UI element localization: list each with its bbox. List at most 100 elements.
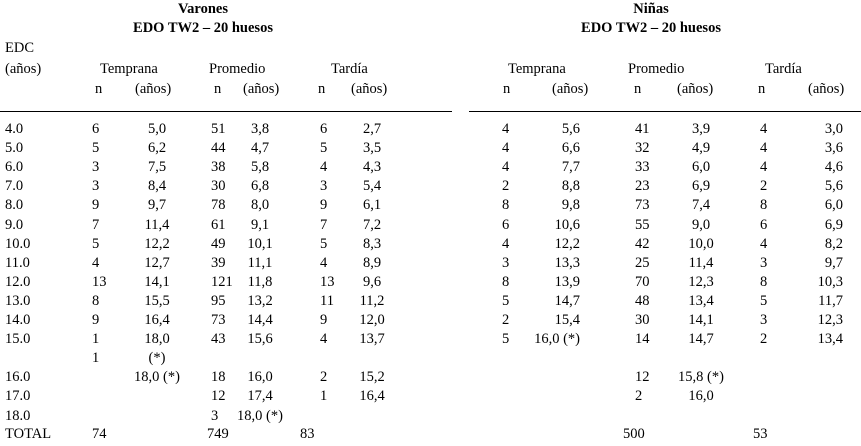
left-cell-edc: 12.0 (5, 273, 31, 290)
right-cell-n1: 2 (502, 312, 510, 328)
left-cell-y1: 11,4 (144, 216, 170, 233)
left-cell-y2: 5,8 (250, 159, 270, 176)
left-cell-n3: 4 (320, 159, 328, 176)
left-cell-y3: 5,4 (362, 178, 382, 195)
right-cell-y2: 14,1 (688, 312, 714, 328)
left-cell-n1: 1 (92, 331, 100, 348)
left-cell-n1: 13 (92, 273, 107, 290)
right-cell-y3: 3,0 (824, 121, 843, 137)
left-total-n1: 74 (92, 426, 107, 442)
left-cell-edc: 16.0 (5, 369, 31, 386)
right-header-rule (469, 111, 861, 112)
right-cell-y3: 6,0 (824, 197, 843, 214)
right-cell-n1: 8 (502, 197, 510, 214)
right-sub-years1: (años) (552, 81, 589, 97)
right-cell-y1: 15,4 (554, 312, 580, 328)
right-cell-y1: 6,6 (561, 140, 580, 157)
right-sub-n1: n (503, 81, 511, 97)
right-cell-y2: 10,0 (688, 235, 714, 252)
right-cell-n1: 3 (502, 254, 510, 271)
left-cell-y2: 13,2 (247, 292, 273, 309)
left-cell-n3: 6 (320, 121, 328, 137)
left-cell-y2: 11,1 (247, 254, 273, 271)
right-cell-y1: 7,7 (561, 159, 580, 176)
left-cell-y1: 5,0 (147, 121, 167, 137)
right-group-temprana: Temprana (508, 61, 566, 77)
left-cell-n2: 49 (211, 235, 226, 252)
right-cell-n2: 48 (635, 292, 650, 309)
left-cell-y1: 16,4 (144, 312, 170, 328)
right-cell-n3: 3 (760, 312, 768, 328)
right-cell-n3: 4 (760, 235, 768, 252)
left-cell-n3: 4 (320, 331, 328, 348)
left-cell-y1: 18,0 (144, 331, 170, 348)
right-cell-n2: 42 (635, 235, 650, 252)
left-cell-y2: 18,0 (*) (237, 407, 283, 424)
right-cell-n2: 14 (635, 331, 650, 348)
right-total-n2: 500 (623, 426, 645, 442)
right-cell-n2: 30 (635, 312, 650, 328)
left-cell-edc: 10.0 (5, 235, 31, 252)
left-sub-n2: n (214, 81, 222, 97)
left-cell-edc: 7.0 (5, 178, 24, 195)
left-total-n3: 83 (300, 426, 315, 442)
left-cell-n2: 44 (211, 140, 226, 157)
left-cell-y1: 12,2 (144, 235, 170, 252)
left-cell-y3: 4,3 (362, 159, 382, 176)
right-cell-y2: 15,8 (*) (678, 369, 724, 386)
right-subtitle: EDO TW2 – 20 huesos (581, 20, 721, 36)
right-cell-n3: 4 (760, 121, 768, 137)
left-cell-n3: 7 (320, 216, 328, 233)
left-cell-n1: 3 (92, 159, 100, 176)
right-cell-n3: 5 (760, 292, 768, 309)
right-sub-n3: n (758, 81, 766, 97)
left-sub-n1: n (95, 81, 103, 97)
left-cell-y1: 15,5 (144, 292, 170, 309)
right-cell-y2: 16,0 (688, 388, 714, 405)
right-cell-y3: 9,7 (824, 254, 843, 271)
left-subtitle: EDO TW2 – 20 huesos (133, 20, 273, 36)
right-cell-n3: 8 (760, 197, 768, 214)
right-cell-y2: 12,3 (688, 273, 714, 290)
left-cell-y2: 15,6 (247, 331, 273, 348)
left-cell-n2: 43 (211, 331, 226, 348)
left-cell-y3: 12,0 (359, 312, 385, 328)
left-cell-y2: 8,0 (250, 197, 270, 214)
left-cell-y2: 11,8 (247, 273, 273, 290)
right-cell-n3: 8 (760, 273, 768, 290)
left-cell-n1: 9 (92, 197, 100, 214)
left-cell-n3: 3 (320, 178, 328, 195)
left-cell-edc: 11.0 (5, 254, 30, 271)
right-cell-n3: 4 (760, 159, 768, 176)
left-cell-n2: 51 (211, 121, 226, 137)
left-cell-y1: 6,2 (147, 140, 167, 157)
right-cell-y1: 8,8 (561, 178, 580, 195)
left-cell-y2: 3,8 (250, 121, 270, 137)
left-cell-y3: 8,3 (362, 235, 382, 252)
right-cell-n1: 4 (502, 235, 510, 252)
left-cell-y3: 2,7 (362, 121, 382, 137)
right-cell-y3: 12,3 (817, 312, 843, 328)
right-cell-y3: 6,9 (824, 216, 843, 233)
left-cell-n3: 11 (320, 292, 334, 309)
left-cell-n1: 5 (92, 235, 100, 252)
left-header-rule (0, 111, 452, 112)
right-cell-n2: 73 (635, 197, 650, 214)
left-cell-n1: 3 (92, 178, 100, 195)
right-cell-y1: 16,0 (*) (534, 331, 580, 348)
left-cell-n1: 1 (92, 350, 100, 367)
right-cell-n1: 5 (502, 292, 510, 309)
left-cell-n3: 5 (320, 140, 328, 157)
right-cell-n2: 2 (635, 388, 643, 405)
left-cell-n3: 5 (320, 235, 328, 252)
left-cell-edc: 14.0 (5, 312, 31, 328)
left-cell-edc: 13.0 (5, 292, 31, 309)
right-cell-y1: 14,7 (554, 292, 580, 309)
right-cell-y3: 5,6 (824, 178, 843, 195)
left-total-n2: 749 (207, 426, 229, 442)
right-cell-y2: 6,0 (691, 159, 711, 176)
left-cell-n1: 4 (92, 254, 100, 271)
left-cell-y3: 16,4 (359, 388, 385, 405)
right-cell-n2: 23 (635, 178, 650, 195)
edc-unit: (años) (5, 61, 42, 77)
